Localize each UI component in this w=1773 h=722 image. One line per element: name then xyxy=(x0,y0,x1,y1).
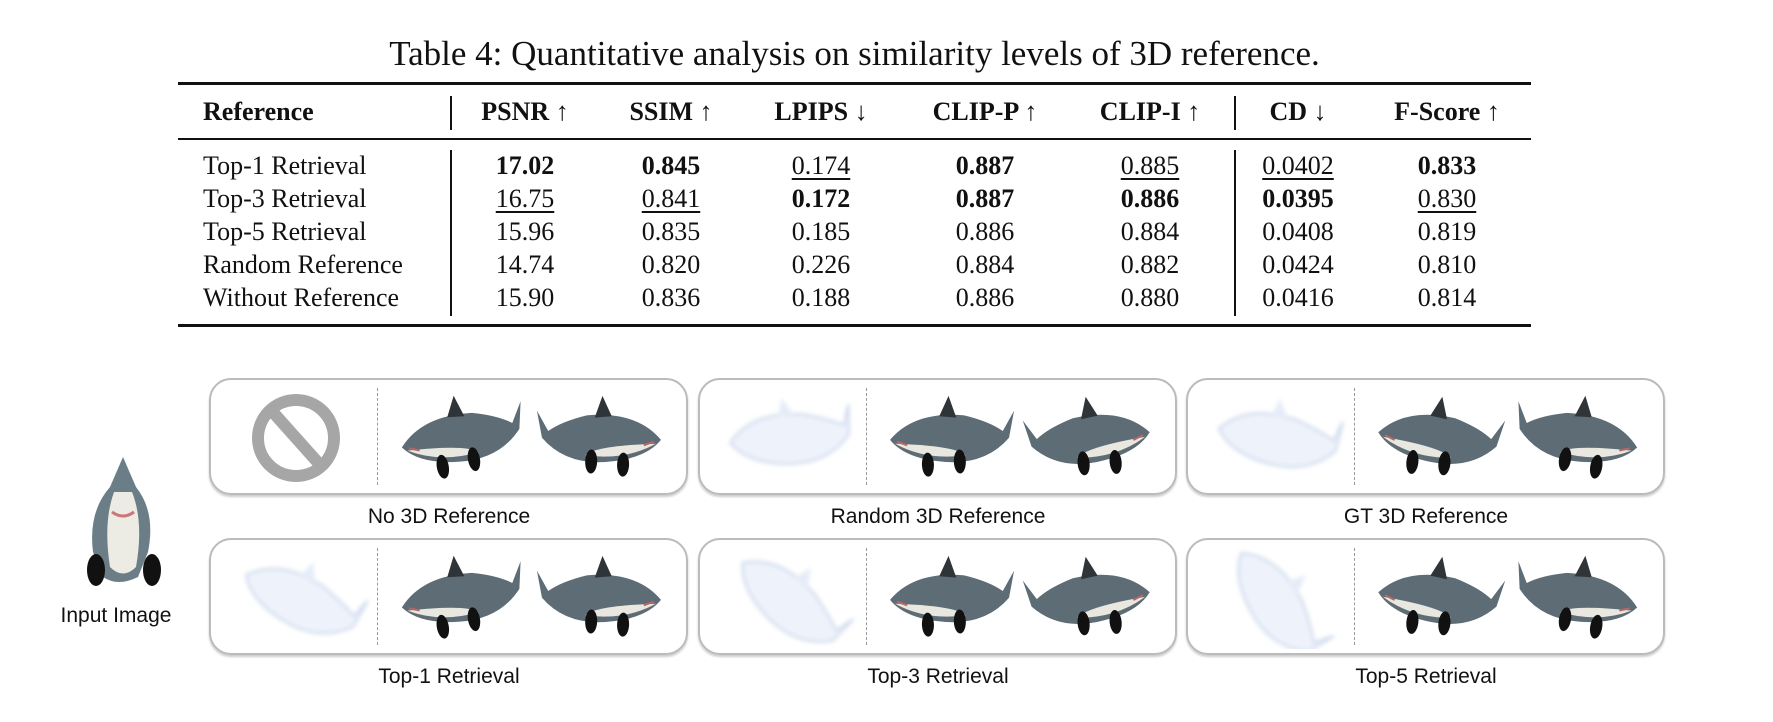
table-cell: 0.886 xyxy=(1120,184,1180,213)
table-cell: 0.884 xyxy=(955,250,1015,279)
input-image-label: Input Image xyxy=(60,604,172,627)
generated-view-2 xyxy=(1518,555,1638,639)
row-label: Without Reference xyxy=(203,283,400,312)
input-image-shark xyxy=(87,457,161,586)
dashed-divider xyxy=(1354,548,1355,645)
column-header: CLIP-P ↑ xyxy=(932,97,1038,126)
dashed-divider xyxy=(377,388,378,485)
column-separator xyxy=(450,150,452,316)
generated-view-1 xyxy=(1378,396,1506,476)
reference-mesh-image xyxy=(728,398,850,465)
table-cell: 14.74 xyxy=(495,250,555,279)
table-cell: 0.885 xyxy=(1120,151,1180,180)
reference-mesh-image xyxy=(1217,398,1344,469)
table-cell: 0.185 xyxy=(791,217,851,246)
column-header: CLIP-I ↑ xyxy=(1099,97,1201,126)
table-cell: 0.0395 xyxy=(1262,184,1334,213)
generated-view-1 xyxy=(890,395,1015,477)
panel-label: GT 3D Reference xyxy=(1343,505,1509,528)
result-panel xyxy=(1186,378,1665,495)
generated-view-2 xyxy=(1022,396,1150,476)
generated-view-1 xyxy=(401,555,521,639)
table-cell: 0.882 xyxy=(1120,250,1180,279)
table-cell: 0.835 xyxy=(641,217,701,246)
generated-view-2 xyxy=(1518,395,1638,479)
table-cell: 0.810 xyxy=(1417,250,1477,279)
dashed-divider xyxy=(1354,388,1355,485)
column-separator xyxy=(1234,96,1236,130)
panel-label: Random 3D Reference xyxy=(830,505,1046,528)
column-header: LPIPS ↓ xyxy=(774,97,868,126)
table-cell: 15.96 xyxy=(495,217,555,246)
table-cell: 0.172 xyxy=(791,184,851,213)
column-header: Reference xyxy=(203,97,314,126)
top-rule xyxy=(178,82,1531,85)
column-header: SSIM ↑ xyxy=(629,97,713,126)
column-separator xyxy=(450,96,452,130)
table-cell: 0.174 xyxy=(791,151,851,180)
panel-label: No 3D Reference xyxy=(367,505,531,528)
table-cell: 0.0408 xyxy=(1262,217,1334,246)
generated-view-2 xyxy=(536,555,661,637)
no-reference-icon xyxy=(252,394,340,482)
generated-view-2 xyxy=(1022,556,1150,636)
table-cell: 0.226 xyxy=(791,250,851,279)
column-header: PSNR ↑ xyxy=(481,97,569,126)
table-caption: Table 4: Quantitative analysis on simila… xyxy=(389,34,1320,73)
table-cell: 0.886 xyxy=(955,283,1015,312)
table-cell: 0.836 xyxy=(641,283,701,312)
table-cell: 0.0416 xyxy=(1262,283,1334,312)
reference-mesh-image xyxy=(245,561,369,635)
reference-mesh-image xyxy=(1237,551,1335,649)
panel-label: Top-1 Retrieval xyxy=(378,665,520,688)
result-panel xyxy=(698,538,1177,655)
column-header: F-Score ↑ xyxy=(1394,97,1500,126)
row-label: Top-5 Retrieval xyxy=(203,217,367,246)
generated-view-2 xyxy=(536,395,661,477)
table-cell: 0.814 xyxy=(1417,283,1477,312)
bottom-rule xyxy=(178,324,1531,327)
result-panel xyxy=(209,538,688,655)
dashed-divider xyxy=(377,548,378,645)
row-label: Random Reference xyxy=(203,250,403,279)
table-cell: 0.833 xyxy=(1417,151,1477,180)
table-cell: 0.886 xyxy=(955,217,1015,246)
result-panel xyxy=(209,378,688,495)
generated-view-1 xyxy=(401,395,521,479)
panel-label: Top-5 Retrieval xyxy=(1355,665,1497,688)
table-cell: 0.841 xyxy=(641,184,701,213)
dashed-divider xyxy=(866,548,867,645)
table-cell: 15.90 xyxy=(495,283,555,312)
table-cell: 0.880 xyxy=(1120,283,1180,312)
dashed-divider xyxy=(866,388,867,485)
panel-label: Top-3 Retrieval xyxy=(867,665,1009,688)
table-cell: 0.819 xyxy=(1417,217,1477,246)
reference-mesh-image xyxy=(741,560,855,643)
header-rule xyxy=(178,138,1531,140)
table-cell: 0.887 xyxy=(955,184,1015,213)
result-panel xyxy=(1186,538,1665,655)
table-cell: 0.188 xyxy=(791,283,851,312)
row-label: Top-1 Retrieval xyxy=(203,151,367,180)
table-cell: 17.02 xyxy=(495,151,555,180)
table-cell: 0.845 xyxy=(641,151,701,180)
column-header: CD ↓ xyxy=(1269,97,1327,126)
result-panel xyxy=(698,378,1177,495)
column-separator xyxy=(1234,150,1236,316)
table-cell: 16.75 xyxy=(495,184,555,213)
row-label: Top-3 Retrieval xyxy=(203,184,367,213)
generated-view-1 xyxy=(890,555,1015,637)
table-cell: 0.830 xyxy=(1417,184,1477,213)
generated-view-1 xyxy=(1378,556,1506,636)
table-cell: 0.820 xyxy=(641,250,701,279)
table-cell: 0.0402 xyxy=(1262,151,1334,180)
table-cell: 0.0424 xyxy=(1262,250,1334,279)
table-cell: 0.887 xyxy=(955,151,1015,180)
table-cell: 0.884 xyxy=(1120,217,1180,246)
